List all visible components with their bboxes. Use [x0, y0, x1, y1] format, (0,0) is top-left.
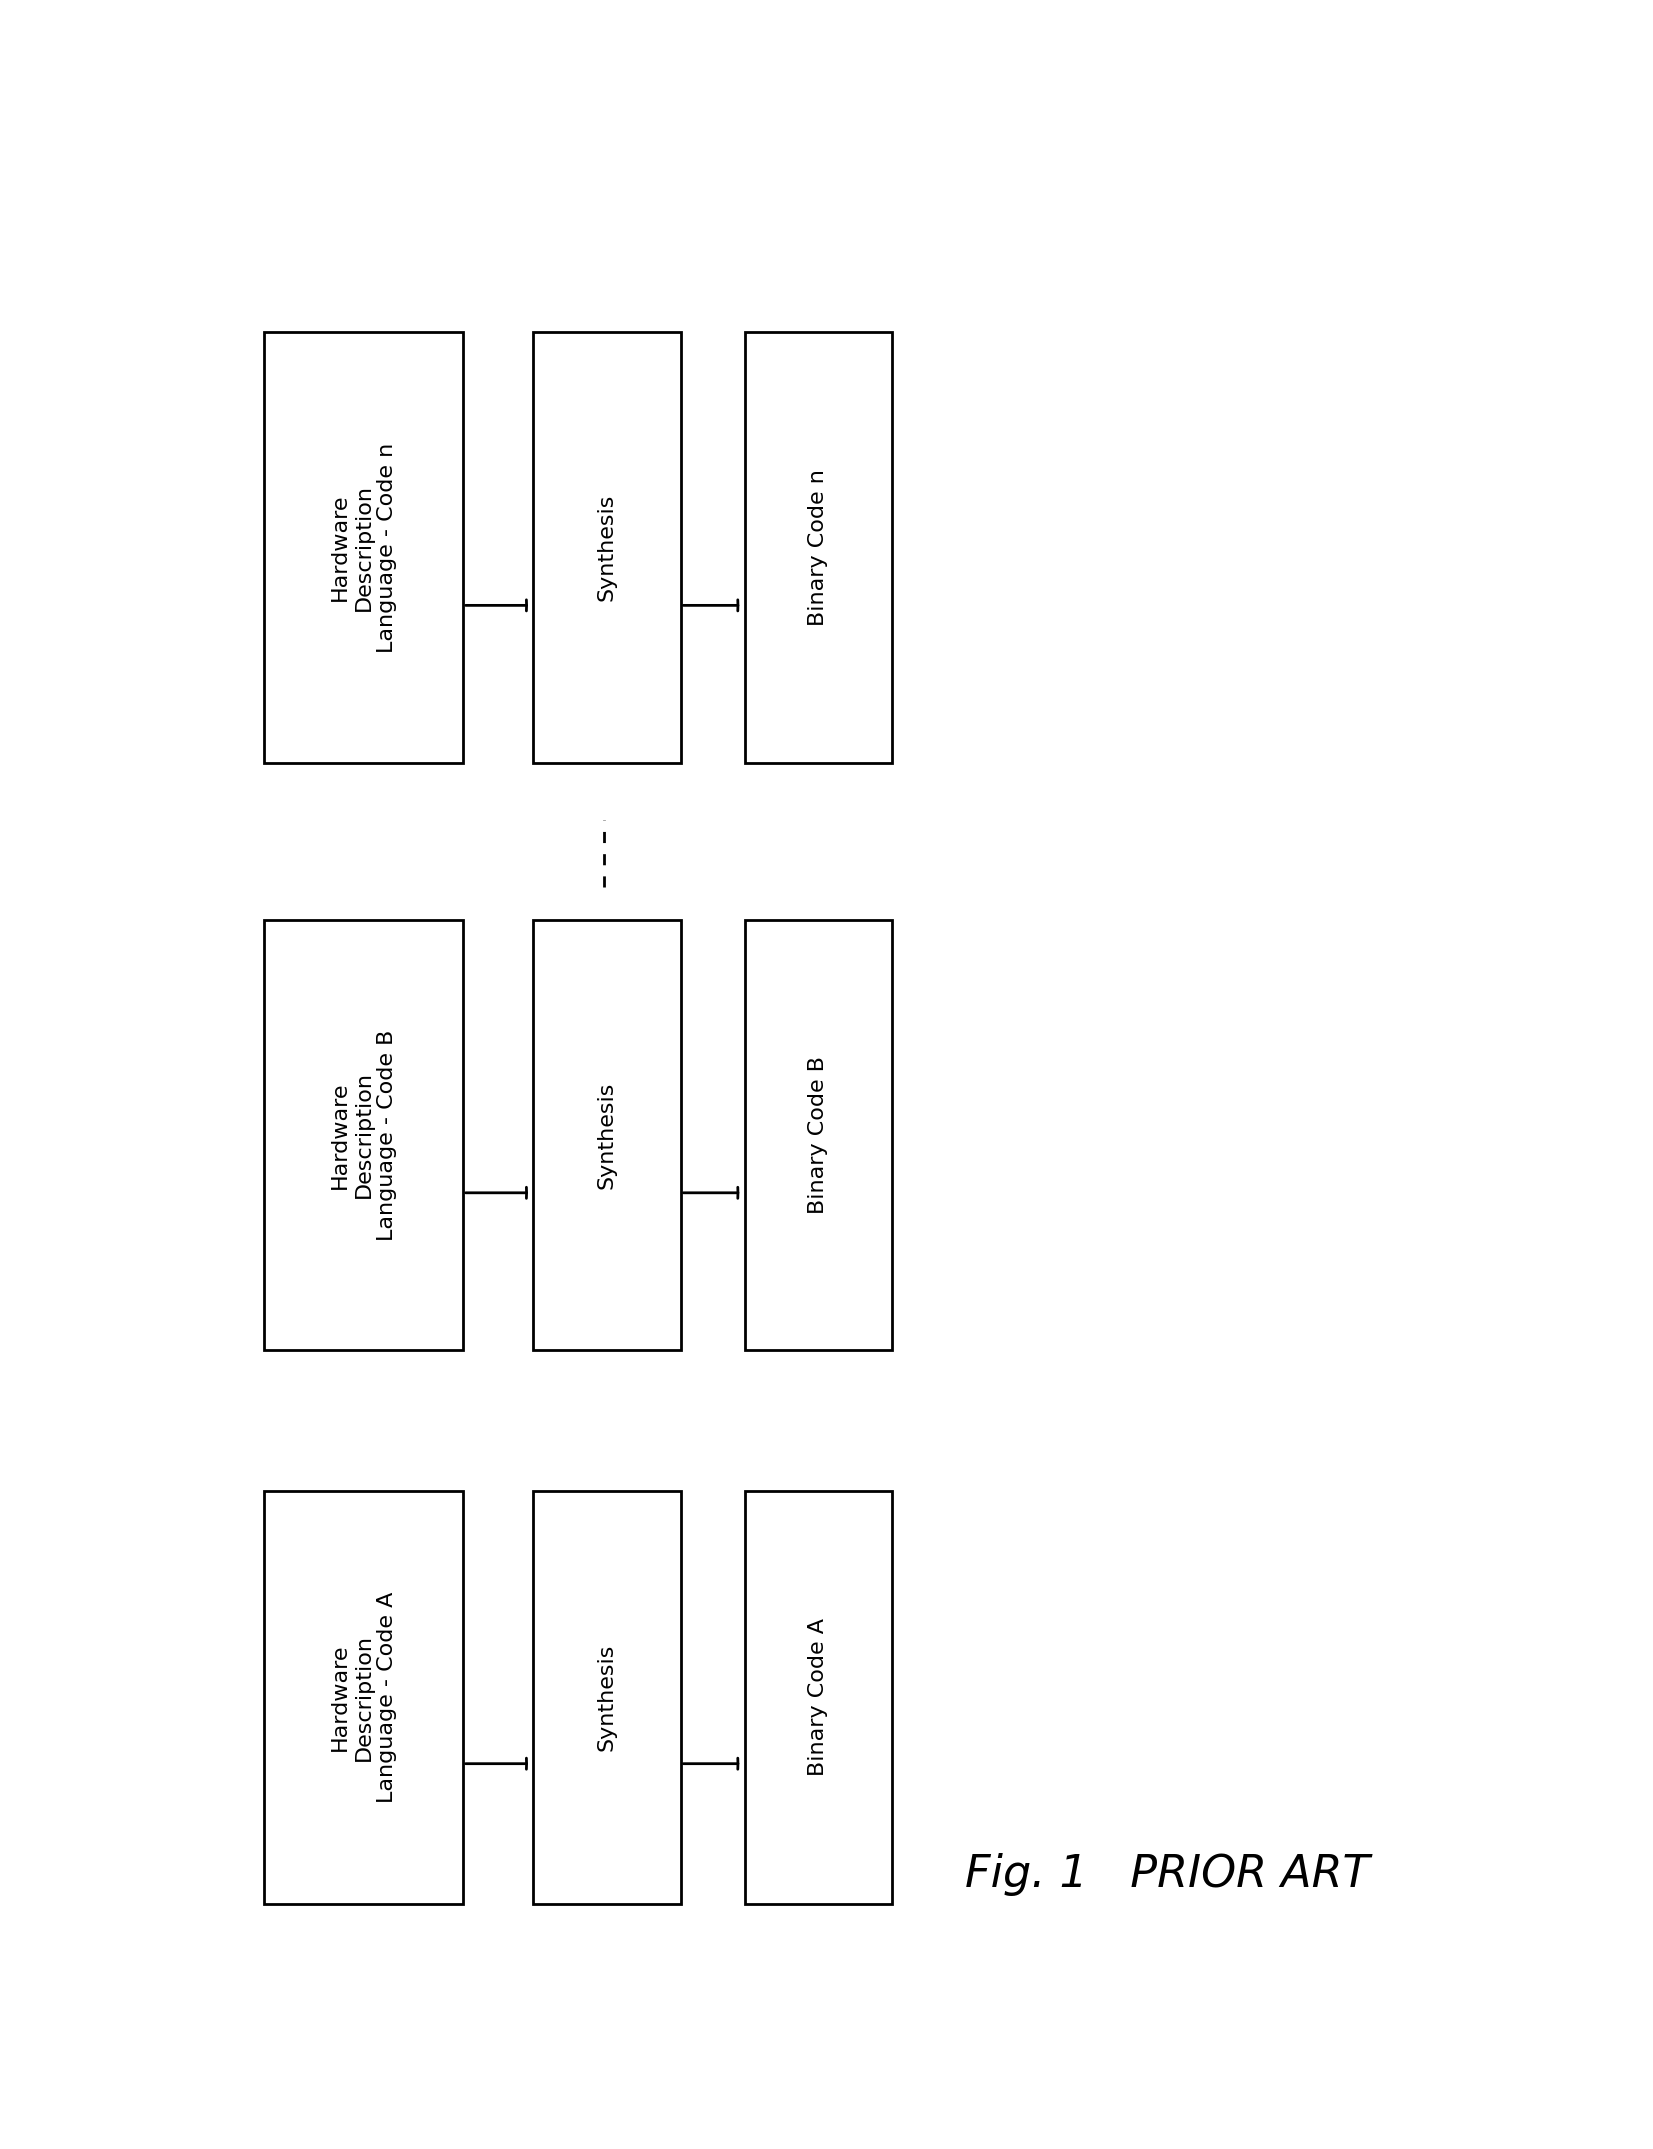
Text: Fig. 1   PRIOR ART: Fig. 1 PRIOR ART: [965, 1852, 1370, 1895]
Bar: [264, 1491, 463, 1904]
Bar: [746, 333, 893, 763]
Bar: [534, 920, 681, 1350]
Text: Binary Code A: Binary Code A: [808, 1618, 828, 1777]
Text: Synthesis: Synthesis: [597, 1644, 617, 1751]
Text: Synthesis: Synthesis: [597, 1081, 617, 1188]
Text: Binary Code B: Binary Code B: [808, 1055, 828, 1214]
Bar: [746, 1491, 893, 1904]
Text: Hardware
Description
Language - Code A: Hardware Description Language - Code A: [331, 1592, 397, 1803]
Text: Hardware
Description
Language - Code B: Hardware Description Language - Code B: [331, 1029, 397, 1240]
Text: Synthesis: Synthesis: [597, 494, 617, 602]
Bar: [534, 1491, 681, 1904]
Bar: [746, 920, 893, 1350]
Bar: [264, 333, 463, 763]
Text: Binary Code n: Binary Code n: [808, 468, 828, 625]
Bar: [264, 920, 463, 1350]
Bar: [534, 333, 681, 763]
Text: Hardware
Description
Language - Code n: Hardware Description Language - Code n: [331, 443, 397, 653]
